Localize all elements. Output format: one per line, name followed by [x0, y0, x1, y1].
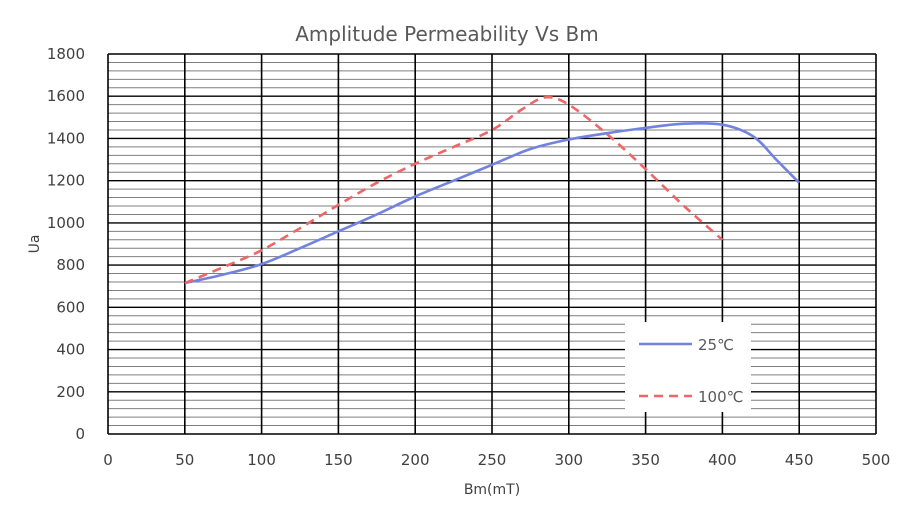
- x-axis-ticks: 0 50 100 150 200 250 300 350 400 450 500: [103, 451, 890, 469]
- x-axis-title: Bm(mT): [464, 482, 520, 498]
- legend-label-1: 25℃: [698, 336, 734, 354]
- x-tick-label: 400: [708, 451, 737, 469]
- x-tick-label: 250: [478, 451, 507, 469]
- x-tick-label: 450: [785, 451, 814, 469]
- y-tick-label: 1200: [47, 172, 85, 190]
- legend: 25℃ 100℃: [625, 322, 751, 412]
- series-lines: [184, 95, 801, 285]
- x-tick-label: 200: [401, 451, 430, 469]
- x-tick-label: 150: [324, 451, 353, 469]
- x-tick-label: 0: [103, 451, 113, 469]
- x-tick-label: 500: [862, 451, 891, 469]
- y-tick-label: 800: [56, 256, 85, 274]
- y-tick-label: 200: [56, 383, 85, 401]
- y-tick-label: 1800: [47, 45, 85, 63]
- x-tick-label: 50: [175, 451, 194, 469]
- chart-title: Amplitude Permeability Vs Bm: [295, 22, 598, 46]
- y-tick-label: 400: [56, 341, 85, 359]
- y-tick-label: 600: [56, 298, 85, 316]
- y-tick-label: 1000: [47, 214, 85, 232]
- x-tick-label: 100: [247, 451, 276, 469]
- plot-grid: [107, 53, 877, 435]
- series-line-1: [184, 121, 801, 285]
- y-axis-ticks: 0 200 400 600 800 1000 1200 1400 1600 1800: [47, 45, 85, 443]
- x-tick-label: 350: [631, 451, 660, 469]
- y-tick-label: 1400: [47, 129, 85, 147]
- series-line-2: [184, 95, 724, 285]
- x-tick-label: 300: [554, 451, 583, 469]
- y-tick-label: 1600: [47, 87, 85, 105]
- legend-label-2: 100℃: [698, 388, 743, 406]
- y-tick-label: 0: [75, 425, 85, 443]
- y-axis-title: Ua: [27, 235, 43, 254]
